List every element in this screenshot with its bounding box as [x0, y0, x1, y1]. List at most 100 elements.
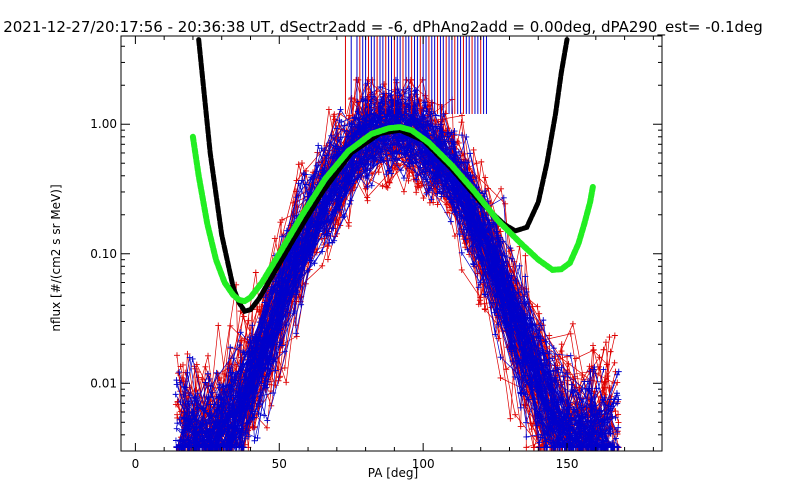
scatter-point: [508, 255, 515, 262]
scatter-point: [394, 157, 401, 164]
scatter-point: [446, 196, 453, 203]
scatter-point: [587, 368, 594, 375]
scatter-point: [434, 180, 441, 187]
scatter-point: [383, 140, 390, 147]
scatter-point: [457, 159, 464, 166]
scatter-point: [249, 345, 256, 352]
scatter-point: [323, 210, 330, 217]
scatter-point: [313, 162, 320, 169]
scatter-point: [596, 354, 603, 361]
scatter-point: [497, 354, 504, 361]
scatter-point: [254, 341, 261, 348]
scatter-point: [569, 421, 576, 428]
scatter-point: [462, 236, 469, 243]
scatter-point: [412, 87, 419, 94]
scatter-point: [492, 246, 499, 253]
plot-frame: [120, 35, 663, 452]
scatter-point: [463, 229, 470, 236]
scatter-point: [602, 378, 609, 385]
scatter-point: [447, 218, 454, 225]
scatter-point: [413, 151, 420, 158]
scatter-point: [455, 139, 462, 146]
scatter-point: [410, 176, 417, 183]
scatter-point: [570, 388, 577, 395]
scatter-point: [186, 354, 193, 361]
scatter-point: [282, 294, 289, 301]
scatter-point: [348, 164, 355, 171]
scatter-point: [588, 407, 595, 414]
scatter-point: [561, 373, 568, 380]
scatter-point: [451, 128, 458, 135]
scatter-point: [614, 379, 621, 386]
scatter-point: [543, 400, 550, 407]
scatter-point: [493, 254, 500, 261]
scatter-point: [527, 420, 534, 427]
scatter-point: [320, 164, 327, 171]
scatter-point: [427, 150, 434, 157]
scatter-point: [176, 369, 183, 376]
scatter-point: [262, 377, 269, 384]
scatter-point: [282, 303, 289, 310]
scatter-point: [287, 257, 294, 264]
scatter-point: [331, 237, 338, 244]
scatter-point: [251, 437, 258, 444]
scatter-point: [533, 334, 540, 341]
scatter-point: [298, 177, 305, 184]
scatter-point: [431, 137, 438, 144]
scatter-point: [531, 340, 538, 347]
scatter-point: [220, 370, 227, 377]
scatter-point: [413, 176, 420, 183]
scatter-point: [507, 415, 514, 422]
scatter-point: [473, 160, 480, 167]
scatter-point: [579, 385, 586, 392]
scatter-point: [400, 175, 407, 182]
scatter-point: [240, 444, 247, 451]
scatter-point: [215, 322, 222, 329]
scatter-point: [185, 424, 192, 431]
scatter-point: [615, 368, 622, 375]
scatter-point: [507, 245, 514, 252]
scatter-point: [586, 368, 593, 375]
scatter-point: [463, 133, 470, 140]
scatter-point: [251, 423, 258, 430]
scatter-point: [456, 231, 463, 238]
scatter-point: [584, 378, 591, 385]
scatter-point: [565, 360, 572, 367]
scatter-point: [522, 339, 529, 346]
scatter-point: [458, 119, 465, 126]
scatter-point: [446, 204, 453, 211]
scatter-point: [195, 374, 202, 381]
scatter-point: [318, 145, 325, 152]
scatter-point: [202, 379, 209, 386]
scatter-point: [294, 244, 301, 251]
scatter-point: [494, 294, 501, 301]
scatter-point: [249, 322, 256, 329]
scatter-point: [236, 434, 243, 441]
scatter-point: [482, 188, 489, 195]
scatter-point: [346, 178, 353, 185]
scatter-point: [297, 283, 304, 290]
scatter-point: [453, 190, 460, 197]
scatter-point: [432, 123, 439, 130]
scatter-point: [500, 194, 507, 201]
scatter-point: [482, 174, 489, 181]
scatter-point: [614, 392, 621, 399]
scatter-point: [252, 333, 259, 340]
scatter-point: [590, 366, 597, 373]
scatter-point: [172, 437, 179, 444]
scatter-point: [599, 431, 606, 438]
scatter-trace: [176, 116, 583, 448]
scatter-point: [199, 444, 206, 451]
scatter-point: [503, 327, 510, 334]
scatter-point: [258, 315, 265, 322]
scatter-point: [404, 120, 411, 127]
scatter-point: [535, 396, 542, 403]
scatter-point: [567, 330, 574, 337]
scatter-point: [549, 399, 556, 406]
scatter-point: [458, 112, 465, 119]
scatter-point: [612, 414, 619, 421]
scatter-point: [281, 364, 288, 371]
scatter-point: [246, 334, 253, 341]
scatter-point: [395, 114, 402, 121]
scatter-point: [611, 359, 618, 366]
